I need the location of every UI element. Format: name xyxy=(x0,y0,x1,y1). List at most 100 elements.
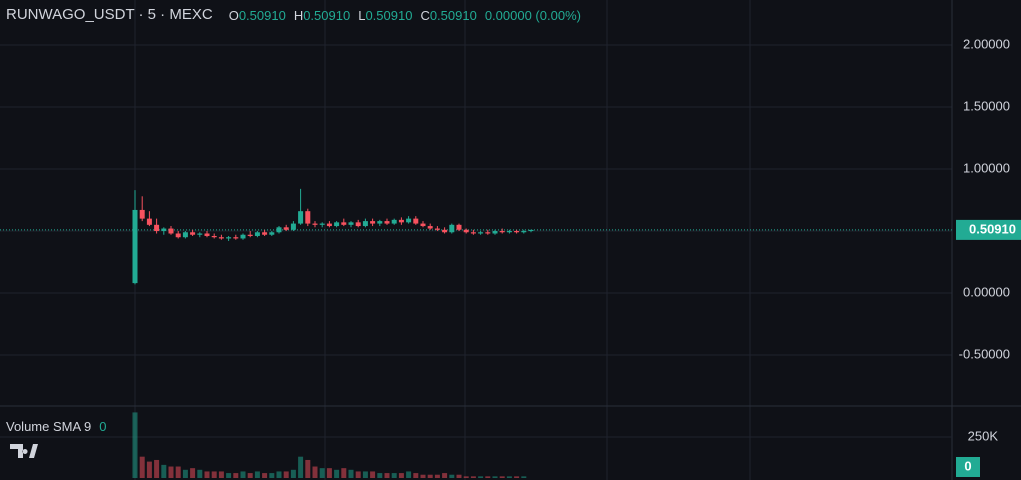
ohlc-label: L xyxy=(358,8,366,23)
volume-bar xyxy=(312,466,318,478)
candle-body xyxy=(312,223,318,225)
volume-bar xyxy=(254,471,260,478)
volume-bar xyxy=(362,471,368,478)
volume-bar xyxy=(276,471,282,478)
candle-body xyxy=(334,222,340,227)
candle-body xyxy=(211,235,217,238)
volume-bar xyxy=(334,469,340,478)
ohlc-value: 0.50910 xyxy=(238,8,286,23)
candle-body xyxy=(362,221,368,227)
candle-body xyxy=(514,231,520,233)
candle-body xyxy=(290,223,296,230)
candle-body xyxy=(384,221,390,224)
candle-body xyxy=(175,233,181,238)
candle-body xyxy=(470,232,476,234)
volume-bar xyxy=(398,473,404,478)
volume-bar xyxy=(348,469,354,478)
ohlc-value: 0.50910 xyxy=(303,8,351,23)
candle-body xyxy=(413,218,419,224)
volume-value: 0 xyxy=(99,419,107,434)
volume-bar xyxy=(326,468,332,478)
volume-bar xyxy=(384,473,390,478)
ohlc: O0.50910 H0.50910 L0.50910 C0.50910 xyxy=(229,6,477,23)
candle-body xyxy=(341,222,347,225)
candle-body xyxy=(420,223,426,227)
last-price-label: 0.50910 xyxy=(969,221,1016,236)
volume-bar xyxy=(470,476,476,478)
volume-bar xyxy=(341,468,347,478)
candle-body xyxy=(442,229,448,233)
volume-badge xyxy=(956,457,980,477)
candle-body xyxy=(434,228,440,230)
volume-bar xyxy=(283,471,289,478)
candle-body xyxy=(276,227,282,233)
candle-body xyxy=(204,233,210,236)
candle-body xyxy=(485,232,491,234)
logo-shape xyxy=(10,444,38,458)
volume-bar xyxy=(132,412,138,478)
volume-bar xyxy=(197,469,203,478)
y-tick-label: 1.50000 xyxy=(963,98,1010,113)
candle-body xyxy=(427,226,433,229)
volume-bar xyxy=(298,456,304,478)
volume-bar xyxy=(427,474,433,478)
candle-body xyxy=(499,231,505,233)
volume-bar xyxy=(449,474,455,478)
volume-bar xyxy=(233,473,239,478)
volume-bar xyxy=(139,456,145,478)
volume-title: Volume SMA 9 xyxy=(6,419,92,434)
candle-body xyxy=(326,223,332,227)
legend-header: RUNWAGO_USDT · 5 · MEXC O0.50910 H0.50910… xyxy=(6,6,581,23)
volume-badge-label: 0 xyxy=(964,458,971,473)
candle-body xyxy=(247,234,253,236)
volume-bar xyxy=(226,473,232,478)
volume-bar xyxy=(168,466,174,478)
volume-bar xyxy=(175,466,181,478)
candle-body xyxy=(190,232,196,235)
candle-body xyxy=(348,222,354,225)
ohlc-value: 0.50910 xyxy=(365,8,413,23)
candle-body xyxy=(226,237,232,239)
candle-body xyxy=(254,232,260,236)
candle-body xyxy=(233,237,239,239)
volume-bar xyxy=(499,476,505,478)
volume-bar xyxy=(262,473,268,478)
volume-bar xyxy=(420,474,426,478)
candle-body xyxy=(168,228,174,234)
candle-body xyxy=(398,219,404,223)
volume-bar xyxy=(211,471,217,478)
candle-body xyxy=(298,211,304,224)
candle-body xyxy=(377,221,383,224)
ohlc-item: H0.50910 xyxy=(294,8,350,23)
candle-body xyxy=(154,224,160,232)
candle-body xyxy=(240,234,246,239)
volume-bar xyxy=(290,469,296,478)
volume-bar xyxy=(182,469,188,478)
candle-body xyxy=(521,231,527,233)
candle-body xyxy=(197,233,203,235)
candle-body xyxy=(391,219,397,224)
volume-bar xyxy=(413,473,419,478)
volume-bar xyxy=(478,476,484,478)
volume-bar xyxy=(434,474,440,478)
candle-body xyxy=(146,218,152,225)
volume-bar xyxy=(269,473,275,478)
ohlc-value: 0.50910 xyxy=(429,8,477,23)
volume-bar xyxy=(492,476,498,478)
change: 0.00000 (0.00%) xyxy=(484,8,581,23)
ohlc-label: C xyxy=(420,8,430,23)
tv-logo xyxy=(10,444,38,458)
volume-bar xyxy=(154,459,160,478)
y-tick-label: -0.50000 xyxy=(959,346,1010,361)
volume-bar xyxy=(240,471,246,478)
candle-body xyxy=(283,227,289,230)
volume-bar xyxy=(247,473,253,478)
volume-bar xyxy=(305,459,311,478)
y-tick-label: 1.00000 xyxy=(963,160,1010,175)
ohlc-label: O xyxy=(228,8,239,23)
candle-body xyxy=(456,224,462,230)
last-price-badge xyxy=(956,219,1021,240)
candle-body xyxy=(449,224,455,233)
